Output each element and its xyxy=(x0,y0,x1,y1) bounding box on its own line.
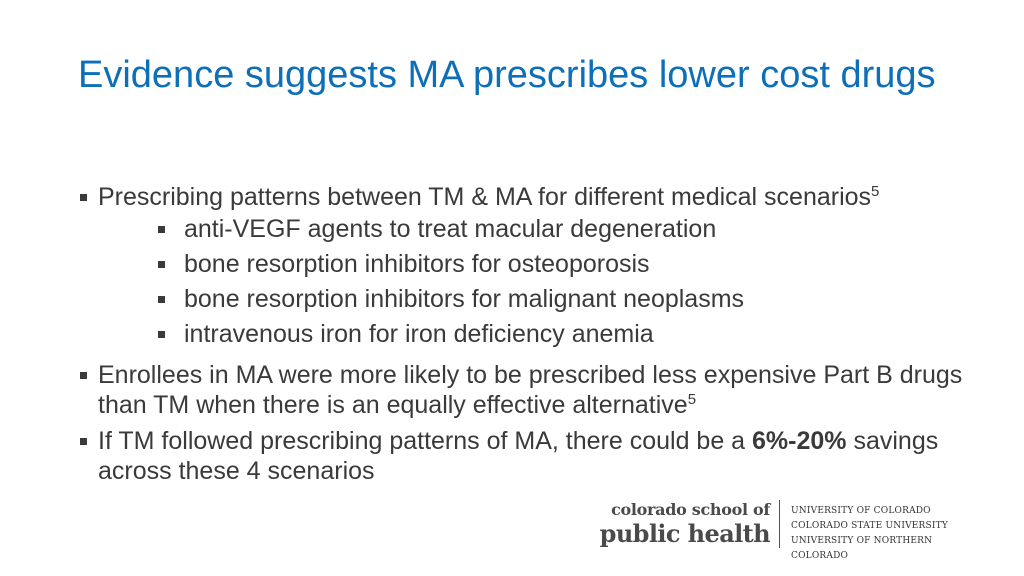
sub-bullet-text: bone resorption inhibitors for osteoporo… xyxy=(184,250,650,278)
bullet-text: Enrollees in MA were more likely to be p… xyxy=(98,361,963,419)
footnote-ref: 5 xyxy=(687,391,697,408)
logo-divider xyxy=(779,500,780,548)
sub-bullet-item: bone resorption inhibitors for malignant… xyxy=(78,282,978,317)
sub-bullet-text: bone resorption inhibitors for malignant… xyxy=(184,285,745,313)
university-name: UNIVERSITY OF NORTHERN COLORADO xyxy=(791,536,933,561)
footnote-ref: 5 xyxy=(871,183,880,200)
sub-bullet-item: anti-VEGF agents to treat macular degene… xyxy=(78,212,978,247)
logo-line1: colorado school of xyxy=(611,500,770,519)
university-name: UNIVERSITY OF COLORADO xyxy=(791,506,931,516)
logo-line2: public health xyxy=(599,519,771,548)
logo-wordmark: colorado school of public health xyxy=(588,500,771,548)
square-bullet-icon xyxy=(80,194,87,201)
square-bullet-icon xyxy=(158,296,165,303)
bullet-item: If TM followed prescribing patterns of M… xyxy=(78,426,978,486)
square-bullet-icon xyxy=(80,372,87,379)
slide-title: Evidence suggests MA prescribes lower co… xyxy=(78,54,936,96)
bullet-text: savings across these 4 scenarios xyxy=(98,427,939,485)
sub-bullet-text: intravenous iron for iron deficiency ane… xyxy=(184,320,654,348)
university-list: UNIVERSITY OF COLORADO COLORADO STATE UN… xyxy=(791,504,968,564)
bullet-text: Prescribing patterns between TM & MA for… xyxy=(98,183,872,211)
sub-bullet-item: bone resorption inhibitors for osteoporo… xyxy=(78,247,978,282)
bullet-list: Prescribing patterns between TM & MA for… xyxy=(78,182,978,486)
sub-bullet-item: intravenous iron for iron deficiency ane… xyxy=(78,317,978,352)
square-bullet-icon xyxy=(80,438,87,445)
square-bullet-icon xyxy=(158,331,165,338)
sub-bullet-text: anti-VEGF agents to treat macular degene… xyxy=(184,215,717,243)
savings-highlight: 6%-20% xyxy=(752,427,847,455)
bullet-item: Prescribing patterns between TM & MA for… xyxy=(78,182,978,212)
university-name: COLORADO STATE UNIVERSITY xyxy=(791,521,948,531)
school-logo: colorado school of public health UNIVERS… xyxy=(588,500,968,561)
bullet-text: If TM followed prescribing patterns of M… xyxy=(98,427,753,455)
bullet-item: Enrollees in MA were more likely to be p… xyxy=(78,360,978,420)
square-bullet-icon xyxy=(158,261,165,268)
square-bullet-icon xyxy=(158,226,165,233)
